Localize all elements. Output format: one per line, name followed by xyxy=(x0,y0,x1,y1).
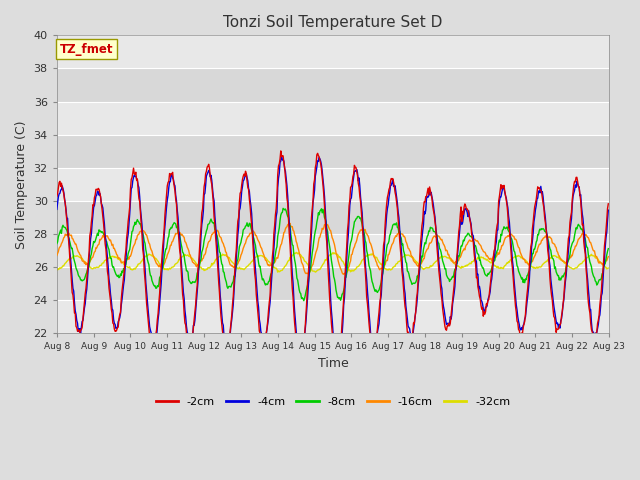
Legend: -2cm, -4cm, -8cm, -16cm, -32cm: -2cm, -4cm, -8cm, -16cm, -32cm xyxy=(151,393,515,411)
Bar xyxy=(57,69,609,102)
Title: Tonzi Soil Temperature Set D: Tonzi Soil Temperature Set D xyxy=(223,15,443,30)
Bar xyxy=(57,36,609,69)
Bar xyxy=(57,300,609,334)
Bar xyxy=(57,201,609,234)
Text: TZ_fmet: TZ_fmet xyxy=(60,43,113,56)
Bar xyxy=(57,267,609,300)
X-axis label: Time: Time xyxy=(317,357,348,370)
Bar xyxy=(57,234,609,267)
Bar xyxy=(57,102,609,135)
Bar xyxy=(57,168,609,201)
Y-axis label: Soil Temperature (C): Soil Temperature (C) xyxy=(15,120,28,249)
Bar xyxy=(57,135,609,168)
